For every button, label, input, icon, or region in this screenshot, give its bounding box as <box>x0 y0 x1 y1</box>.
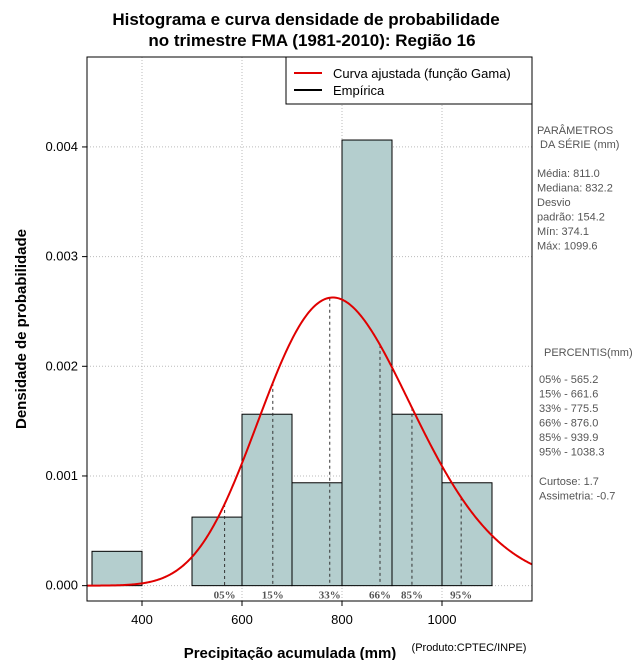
histogram-bar-7 <box>441 482 493 587</box>
legend-label-0: Curva ajustada (função Gama) <box>333 66 511 81</box>
percentile-label-95%: 95% <box>450 590 472 602</box>
product-credit: (Produto:CPTEC/INPE) <box>412 642 527 654</box>
percentis-line-3: 66% - 876.0 <box>539 418 598 430</box>
legend-label-1: Empírica <box>333 83 385 98</box>
param-line-2: Desvio <box>537 197 571 209</box>
params-heading-line-2: DA SÉRIE (mm) <box>540 138 619 151</box>
percentis-line-4: 85% - 939.9 <box>539 432 598 444</box>
percentis-heading: PERCENTIS(mm) <box>544 347 633 359</box>
params-heading-line-1: PARÂMETROS <box>537 124 613 137</box>
x-tick-label-0: 400 <box>131 612 153 627</box>
histogram-bar-3 <box>241 413 293 587</box>
gamma-fit-curve <box>87 296 532 587</box>
percentile-label-15%: 15% <box>262 590 284 602</box>
histogram-bar-5 <box>341 139 393 587</box>
param-line-5: Máx: 1099.6 <box>537 241 598 253</box>
param-line-0: Média: 811.0 <box>537 168 600 180</box>
param-line-4: Mín: 374.1 <box>537 226 589 238</box>
y-axis-label: Densidade de probabilidade <box>13 229 30 429</box>
x-tick-label-1: 600 <box>231 612 253 627</box>
percentile-label-66%: 66% <box>369 590 391 602</box>
histogram-bar-2 <box>191 516 243 587</box>
percentis-line-5: 95% - 1038.3 <box>539 447 604 459</box>
y-tick-label-0: 0.000 <box>45 578 78 593</box>
y-tick-label-1: 0.001 <box>45 468 78 483</box>
y-tick-label-4: 0.004 <box>45 139 78 154</box>
x-axis-label: Precipitação acumulada (mm) <box>184 645 397 660</box>
param-line-3: padrão: 154.2 <box>537 212 605 224</box>
y-tick-label-3: 0.003 <box>45 249 78 264</box>
chart-title-line-2: no trimestre FMA (1981-2010): Região 16 <box>148 31 475 50</box>
chart-title-line-1: Histograma e curva densidade de probabil… <box>112 10 499 29</box>
percentile-label-05%: 05% <box>214 590 236 602</box>
percentis-line-1: 15% - 661.6 <box>539 389 598 401</box>
percentile-label-85%: 85% <box>401 590 423 602</box>
param-line-1: Mediana: 832.2 <box>537 183 613 195</box>
histogram-bar-6 <box>391 413 443 587</box>
stats-line-1: Assimetria: -0.7 <box>539 491 615 503</box>
histogram-bar-4 <box>291 482 343 587</box>
stats-line-0: Curtose: 1.7 <box>539 476 599 488</box>
percentis-line-0: 05% - 565.2 <box>539 374 598 386</box>
x-tick-label-2: 800 <box>331 612 353 627</box>
histogram-bar-0 <box>91 550 143 587</box>
x-tick-label-3: 1000 <box>428 612 457 627</box>
percentile-label-33%: 33% <box>319 590 341 602</box>
percentis-line-2: 33% - 775.5 <box>539 403 598 415</box>
y-tick-label-2: 0.002 <box>45 358 78 373</box>
legend-box <box>285 56 533 105</box>
